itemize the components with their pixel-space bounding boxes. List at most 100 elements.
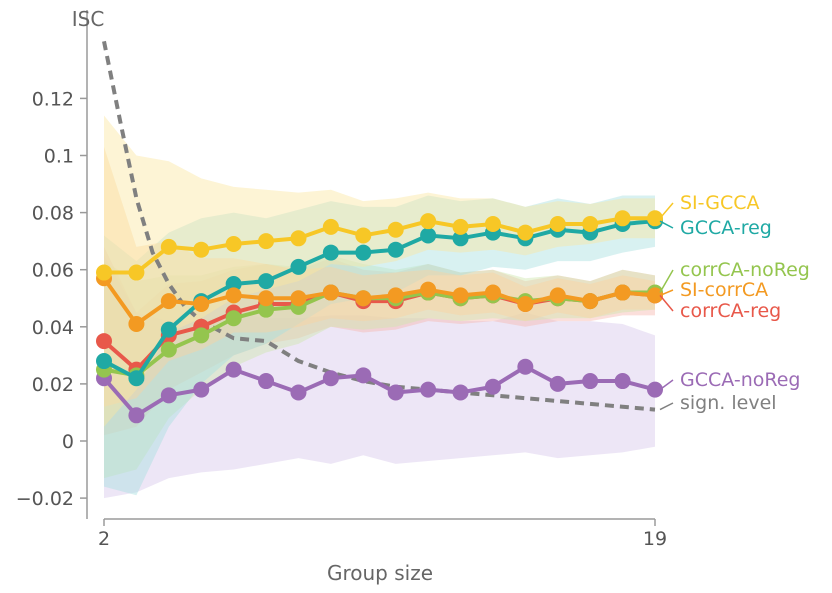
point-gcca-reg <box>225 275 242 292</box>
point-gcca-reg <box>452 230 469 247</box>
y-tick-label: 0.08 <box>32 203 74 225</box>
point-gcca-reg <box>290 258 307 275</box>
point-corrca-noreg <box>160 341 177 358</box>
legend-leader <box>659 220 674 229</box>
axes: ISC Group size <box>72 7 655 585</box>
point-si-gcca <box>355 227 372 244</box>
x-tick-label: 19 <box>643 528 667 550</box>
point-gcca-reg <box>355 244 372 261</box>
legend-leader <box>659 379 674 391</box>
y-tick-label: 0.04 <box>32 317 74 339</box>
point-gcca-reg <box>420 227 437 244</box>
point-gcca-noreg <box>484 378 501 395</box>
point-gcca-noreg <box>614 373 631 390</box>
point-si-corrca <box>647 287 663 304</box>
y-tick-label: 0 <box>62 431 74 453</box>
point-gcca-reg <box>322 244 339 261</box>
point-corrca-noreg <box>258 301 275 318</box>
legend-label-corrca-reg: corrCA-reg <box>680 300 781 322</box>
point-corrca-reg <box>96 333 112 350</box>
x-axis-title: Group size <box>327 561 433 585</box>
series-lines <box>96 210 663 424</box>
series-si-gcca <box>96 210 663 281</box>
point-si-gcca <box>290 230 307 247</box>
band-gcca-reg <box>104 195 655 496</box>
point-gcca-noreg <box>258 373 275 390</box>
point-si-gcca <box>484 216 501 233</box>
point-gcca-noreg <box>549 375 566 392</box>
point-si-corrca <box>582 293 599 310</box>
point-gcca-reg <box>258 273 275 290</box>
point-gcca-noreg <box>290 384 307 401</box>
point-si-gcca <box>193 241 210 258</box>
point-gcca-reg <box>160 321 177 338</box>
point-gcca-noreg <box>452 384 469 401</box>
point-gcca-reg <box>96 353 112 370</box>
point-si-gcca <box>322 218 339 235</box>
point-si-corrca <box>322 284 339 301</box>
legend-leader <box>659 289 674 297</box>
legend-label-si-corrca: SI-corrCA <box>680 279 768 301</box>
y-tick-label: −0.02 <box>16 488 74 510</box>
point-corrca-noreg <box>225 310 242 327</box>
legend-label-sign-level: sign. level <box>680 392 777 414</box>
band-si-gcca <box>104 115 655 427</box>
y-ticks: −0.02 0 0.02 0.04 0.06 0.08 0.1 0.12 <box>16 88 87 510</box>
point-si-gcca <box>420 213 437 230</box>
x-ticks: 2 19 <box>98 519 667 550</box>
point-gcca-noreg <box>193 381 210 398</box>
point-si-corrca <box>355 290 372 307</box>
point-gcca-noreg <box>355 367 372 384</box>
legend-label-corrca-noreg: corrCA-noReg <box>680 259 810 281</box>
band-si-corrca <box>104 146 655 407</box>
point-si-corrca <box>387 287 404 304</box>
point-gcca-noreg <box>647 381 663 398</box>
y-tick-label: 0.12 <box>32 88 74 110</box>
point-si-corrca <box>160 293 177 310</box>
point-si-gcca <box>549 216 566 233</box>
point-si-corrca <box>128 315 145 332</box>
point-si-gcca <box>258 233 275 250</box>
point-si-corrca <box>484 284 501 301</box>
point-si-gcca <box>582 216 599 233</box>
point-si-corrca <box>517 295 534 312</box>
point-si-corrca <box>420 281 437 298</box>
x-tick-label: 2 <box>98 528 110 550</box>
point-si-corrca <box>225 287 242 304</box>
legend-leader <box>659 402 674 411</box>
point-si-gcca <box>160 238 177 255</box>
point-gcca-noreg <box>322 370 339 387</box>
point-si-gcca <box>452 218 469 235</box>
point-corrca-noreg <box>193 327 210 344</box>
point-gcca-noreg <box>420 381 437 398</box>
legend-leader <box>659 269 674 293</box>
band-corrca-reg <box>104 246 655 436</box>
point-si-gcca <box>96 264 112 281</box>
legend-leader <box>659 294 674 312</box>
y-tick-label: 0.02 <box>32 374 74 396</box>
legend-label-si-gcca: SI-GCCA <box>680 192 759 214</box>
legend: SI-GCCA GCCA-reg corrCA-noRegSI-corrCAcorr… <box>659 192 810 414</box>
y-tick-label: 0.06 <box>32 260 74 282</box>
point-gcca-noreg <box>582 373 599 390</box>
point-si-gcca <box>128 264 145 281</box>
legend-label-gcca-reg: GCCA-reg <box>680 217 772 239</box>
point-gcca-noreg <box>517 358 534 375</box>
point-si-corrca <box>258 290 275 307</box>
point-si-gcca <box>387 221 404 238</box>
point-gcca-noreg <box>225 361 242 378</box>
point-gcca-reg <box>387 241 404 258</box>
point-si-gcca <box>647 210 663 227</box>
point-gcca-noreg <box>387 384 404 401</box>
point-si-corrca <box>290 290 307 307</box>
point-si-corrca <box>549 287 566 304</box>
legend-label-gcca-noreg: GCCA-noReg <box>680 369 800 391</box>
point-si-corrca <box>614 284 631 301</box>
point-gcca-noreg <box>160 387 177 404</box>
point-si-gcca <box>225 236 242 253</box>
confidence-bands <box>104 115 655 499</box>
y-axis-title: ISC <box>72 7 105 31</box>
legend-leader <box>659 202 674 219</box>
point-si-corrca <box>452 287 469 304</box>
